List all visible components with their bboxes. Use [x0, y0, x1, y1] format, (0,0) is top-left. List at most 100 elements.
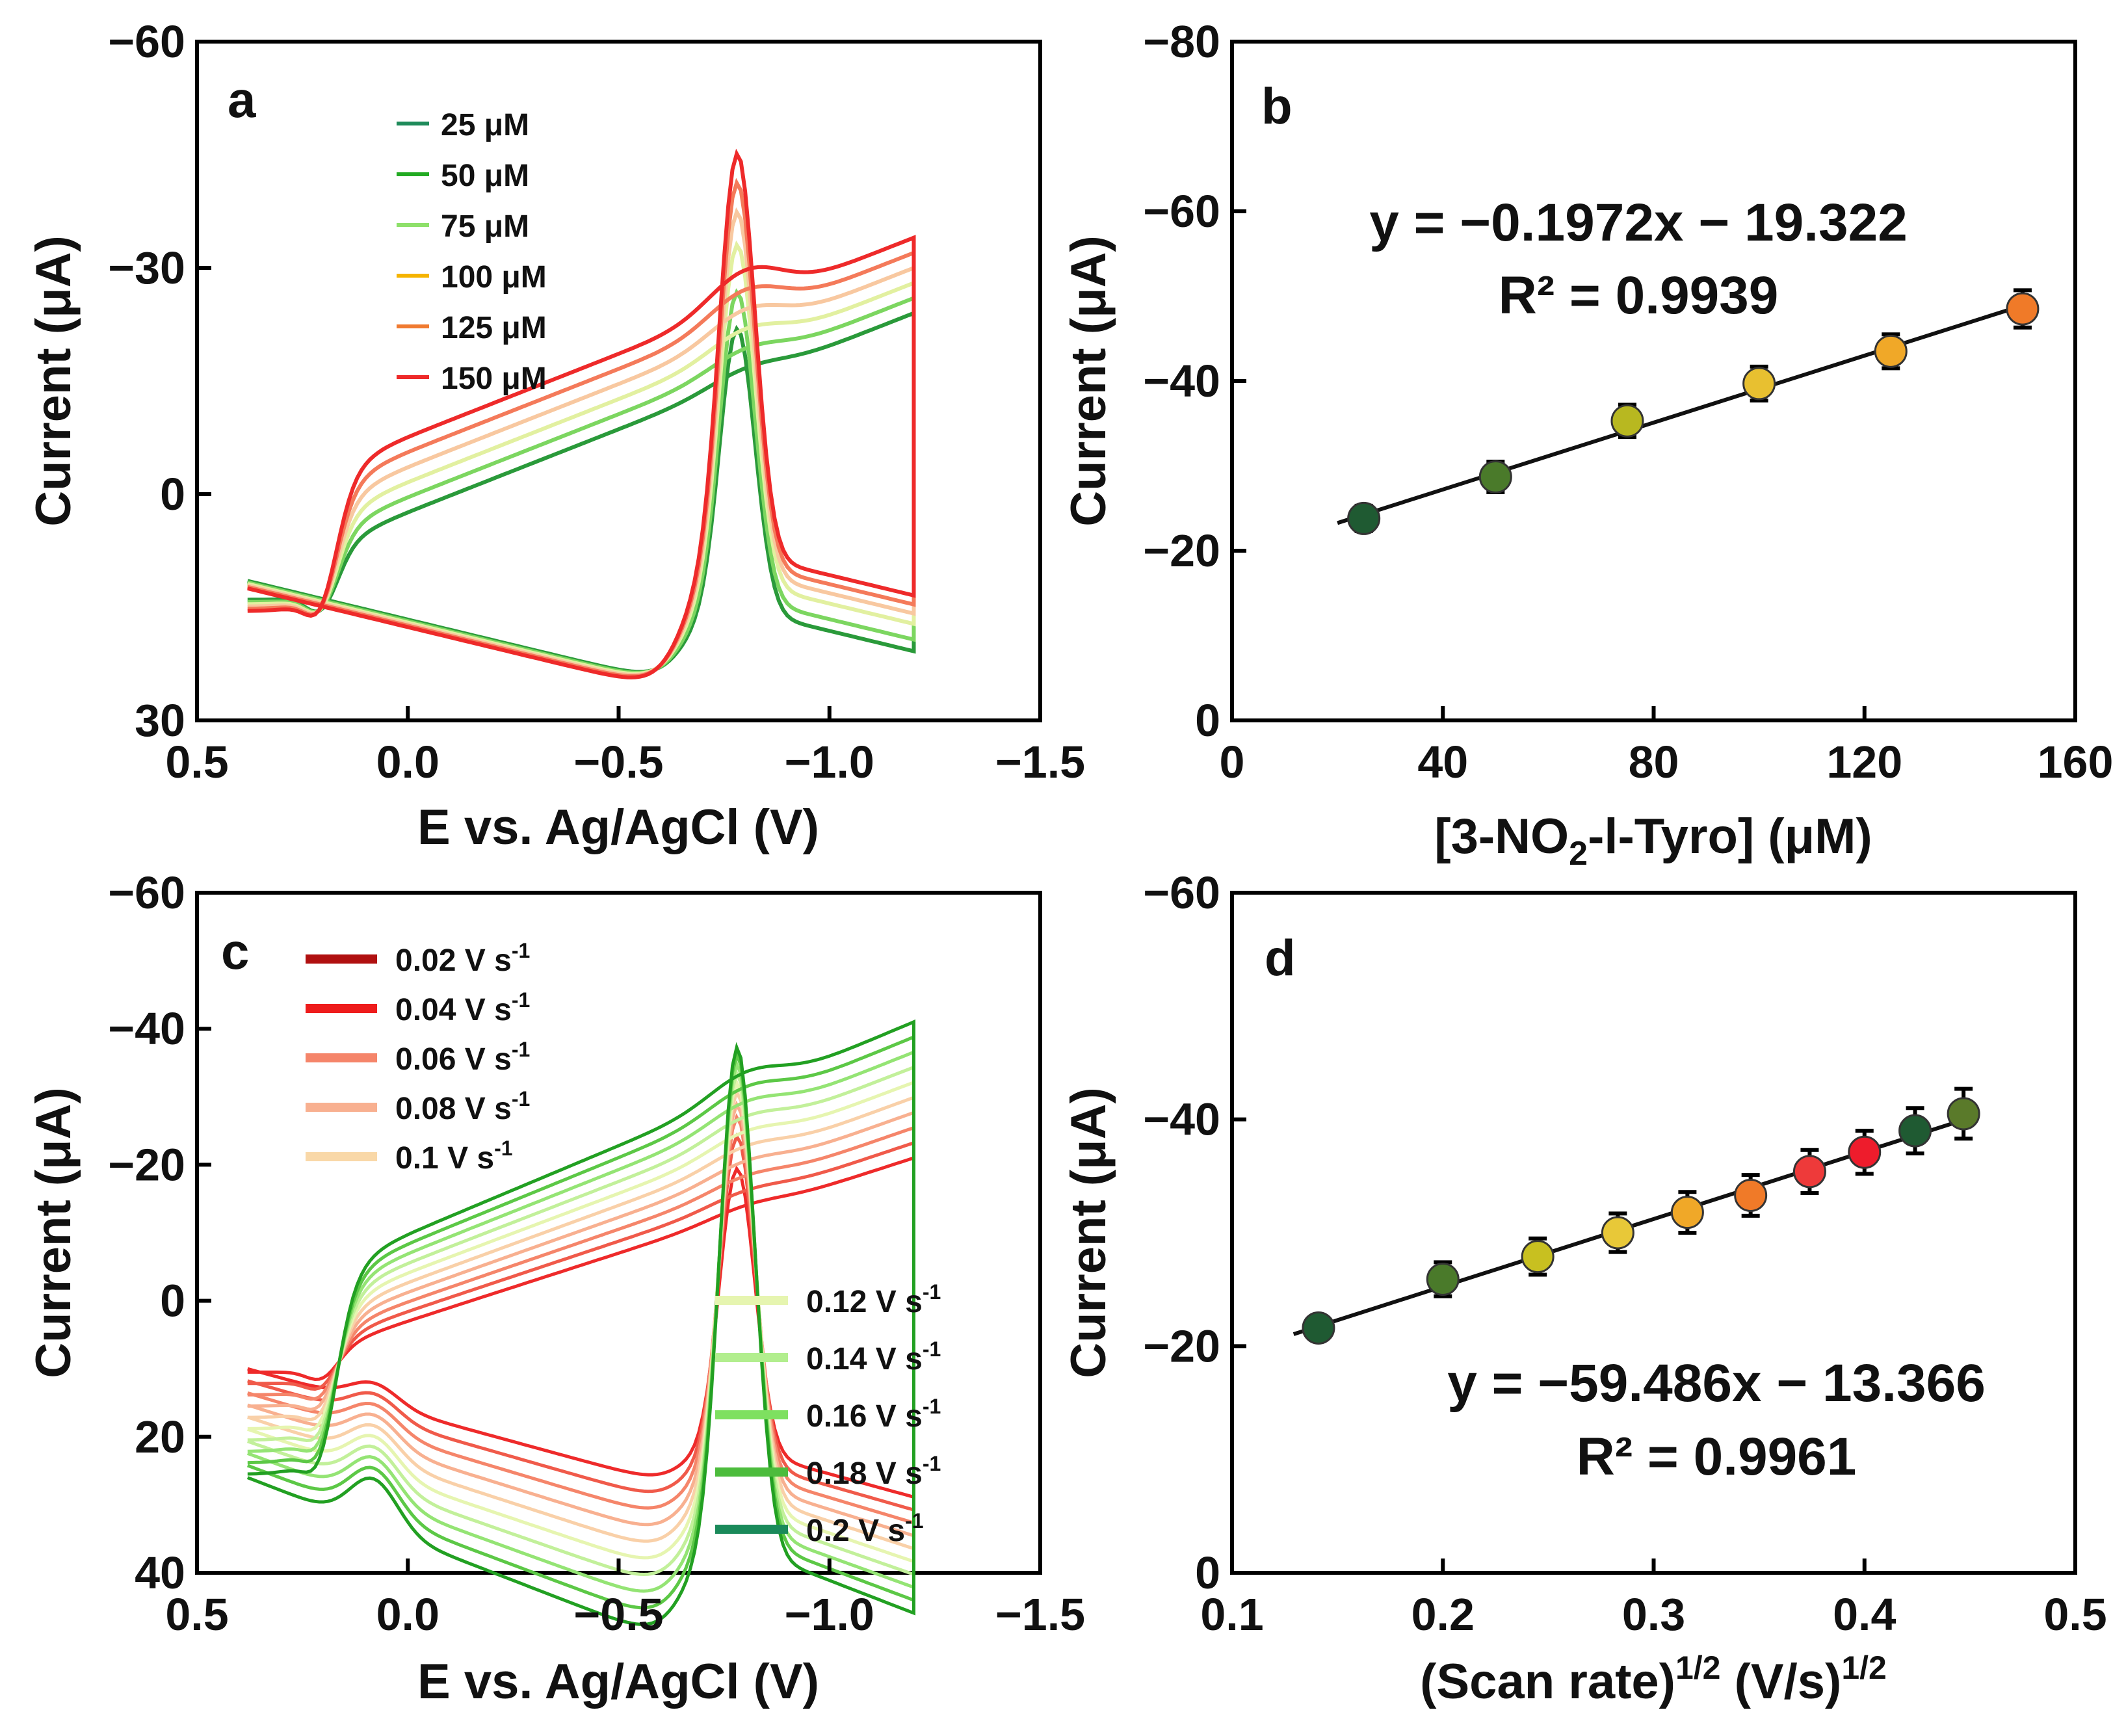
y-tick-label: −40 — [108, 1003, 185, 1054]
panel-b-xlabel: [3-NO2-l-Tyro] (μM) — [1434, 809, 1872, 873]
panel-a-xlabel: E vs. Ag/AgCl (V) — [417, 800, 819, 855]
panel-d-ylabel: Current (μA) — [1061, 1087, 1116, 1378]
data-point — [1792, 1155, 1826, 1189]
legend-label-sup: -1 — [923, 1395, 941, 1418]
legend-label-sup: -1 — [512, 939, 530, 962]
panel-b-equation: y = −0.1972x − 19.322 — [1369, 193, 1908, 252]
legend-label-sup: -1 — [494, 1137, 512, 1160]
panel-c-ticks: 0.5 0.0 −0.5 −1.0 −1.5 40 20 0 −20 −40 −60 — [108, 867, 1085, 1640]
legend-label-sup: -1 — [905, 1509, 923, 1532]
legend-label: 150 μM — [441, 362, 547, 396]
panel-b-ylabel: Current (μA) — [1061, 235, 1116, 527]
legend-label-main: 0.08 V s — [395, 1092, 512, 1126]
legend-label-main: 0.14 V s — [806, 1342, 923, 1376]
legend-label-sup: -1 — [512, 1038, 530, 1061]
y-tick-label: −60 — [1143, 867, 1220, 918]
panel-b-plot — [1337, 288, 2040, 535]
x-tick-label: 160 — [2038, 737, 2114, 787]
y-tick-label: −30 — [108, 243, 185, 293]
panel-a-ylabel: Current (μA) — [26, 235, 81, 527]
panel-a-curves — [247, 148, 916, 679]
data-point — [1601, 1216, 1634, 1250]
x-tick-label: 0.5 — [2043, 1589, 2106, 1640]
data-point — [1898, 1114, 1932, 1148]
panel-c: 0.5 0.0 −0.5 −1.0 −1.5 40 20 0 −20 −40 −60 c 0.02 … — [26, 867, 1085, 1709]
panel-d-letter: d — [1265, 929, 1296, 986]
x-tick-label: 40 — [1417, 737, 1468, 787]
legend-label: 50 μM — [441, 159, 529, 193]
panel-b: 0 40 80 120 160 0 −20 −40 −60 −80 b y = −0.1972x … — [1061, 16, 2113, 873]
x-tick-label: 0.0 — [376, 737, 440, 787]
x-tick-label: −1.0 — [785, 1589, 874, 1640]
legend-label: 0.14 V s-1 — [806, 1337, 941, 1376]
panel-b-letter: b — [1261, 77, 1293, 135]
legend-label: 0.02 V s-1 — [395, 939, 530, 978]
legend-label-main: 0.06 V s — [395, 1042, 512, 1077]
panel-b-xlabel-sub: 2 — [1569, 835, 1588, 873]
y-tick-label: −60 — [1143, 186, 1220, 237]
y-tick-label: 40 — [135, 1547, 185, 1598]
legend-label-sup: -1 — [512, 988, 530, 1012]
panel-d-xlabel: (Scan rate)1/2 (V/s)1/2 — [1420, 1650, 1887, 1709]
legend-label-sup: -1 — [923, 1452, 941, 1475]
legend-label-main: 0.18 V s — [806, 1456, 923, 1491]
y-tick-label: 20 — [135, 1412, 185, 1462]
y-tick-label: −20 — [108, 1139, 185, 1190]
x-tick-label: −0.5 — [573, 737, 663, 787]
panel-d-xlabel-sup2: 1/2 — [1841, 1650, 1887, 1686]
x-tick-label: 0.4 — [1833, 1589, 1896, 1640]
cv-curve — [247, 148, 916, 679]
legend-label-main: 0.02 V s — [395, 943, 512, 978]
panel-b-frame — [1230, 40, 2077, 722]
legend-label: 25 μM — [441, 108, 529, 142]
x-tick-label: 120 — [1826, 737, 1902, 787]
data-point — [2006, 292, 2040, 326]
y-tick-label: −60 — [108, 867, 185, 918]
y-tick-label: −40 — [1143, 356, 1220, 406]
legend-label-main: 0.2 V s — [806, 1514, 905, 1548]
legend-label-main: 0.04 V s — [395, 993, 512, 1027]
panel-b-r2: R² = 0.9939 — [1499, 266, 1779, 325]
panel-d: 0.1 0.2 0.3 0.4 0.5 0 −20 −40 −60 d y = −59.486x… — [1061, 867, 2107, 1709]
panel-a-legend: 25 μM 50 μM 75 μM 100 μM 125 μM 150 μM — [397, 108, 547, 396]
x-tick-label: 0.3 — [1622, 1589, 1685, 1640]
panel-b-xlabel-main: [3-NO — [1434, 809, 1569, 864]
legend-label: 75 μM — [441, 209, 529, 244]
legend-label: 125 μM — [441, 311, 547, 345]
x-tick-label: 0.5 — [165, 1589, 228, 1640]
legend-label: 0.18 V s-1 — [806, 1452, 941, 1491]
panel-d-equation: y = −59.486x − 13.366 — [1447, 1354, 1986, 1413]
panel-c-legend: 0.02 V s-10.04 V s-10.06 V s-10.08 V s-1… — [306, 939, 941, 1548]
fit-line — [1337, 301, 2030, 525]
panel-c-ylabel: Current (μA) — [26, 1087, 81, 1378]
legend-label-sup: -1 — [923, 1337, 941, 1361]
x-tick-label: −1.5 — [995, 737, 1085, 787]
y-tick-label: −80 — [1143, 16, 1220, 67]
legend-label: 0.06 V s-1 — [395, 1038, 530, 1077]
panel-a-letter: a — [228, 71, 256, 128]
panel-a-ticks: 0.5 0.0 −0.5 −1.0 −1.5 30 0 −30 −60 — [108, 16, 1085, 787]
data-point — [1848, 1135, 1882, 1169]
y-tick-label: −40 — [1143, 1094, 1220, 1145]
data-point — [1610, 404, 1644, 438]
data-point — [1426, 1262, 1460, 1296]
legend-label: 100 μM — [441, 260, 547, 295]
legend-label-main: 0.1 V s — [395, 1141, 494, 1176]
y-tick-label: −20 — [1143, 525, 1220, 576]
x-tick-label: −0.5 — [573, 1589, 663, 1640]
y-tick-label: 0 — [1195, 1547, 1220, 1598]
data-point — [1478, 460, 1512, 493]
panel-d-xlabel-main: (Scan rate) — [1420, 1654, 1675, 1709]
y-tick-label: 30 — [135, 695, 185, 746]
data-point — [1734, 1178, 1768, 1212]
legend-label: 0.1 V s-1 — [395, 1137, 513, 1176]
y-tick-label: 0 — [160, 1276, 185, 1326]
x-tick-label: −1.0 — [785, 737, 874, 787]
y-tick-label: 0 — [1195, 695, 1220, 746]
cv-curve — [246, 1019, 915, 1626]
panel-c-curves — [246, 1019, 915, 1626]
x-tick-label: 0.5 — [165, 737, 228, 787]
legend-label-main: 0.16 V s — [806, 1399, 923, 1434]
panel-d-xlabel-mid: (V/s) — [1721, 1654, 1842, 1709]
